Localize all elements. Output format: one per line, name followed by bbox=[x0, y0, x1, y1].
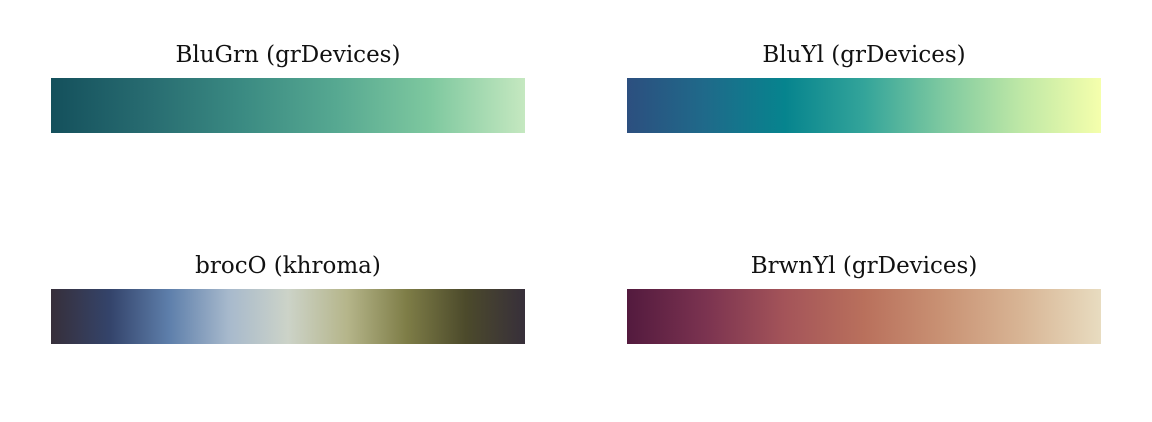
palette-colorbar bbox=[51, 78, 525, 133]
palette-colorbar bbox=[627, 289, 1101, 344]
palette-colorbar bbox=[627, 78, 1101, 133]
palette-title: BrwnYl (grDevices) bbox=[750, 253, 978, 279]
palette-colorbar bbox=[51, 289, 525, 344]
palette-title: BluYl (grDevices) bbox=[762, 42, 966, 68]
palette-title: BluGrn (grDevices) bbox=[175, 42, 401, 68]
palette-title: brocO (khroma) bbox=[195, 253, 381, 279]
